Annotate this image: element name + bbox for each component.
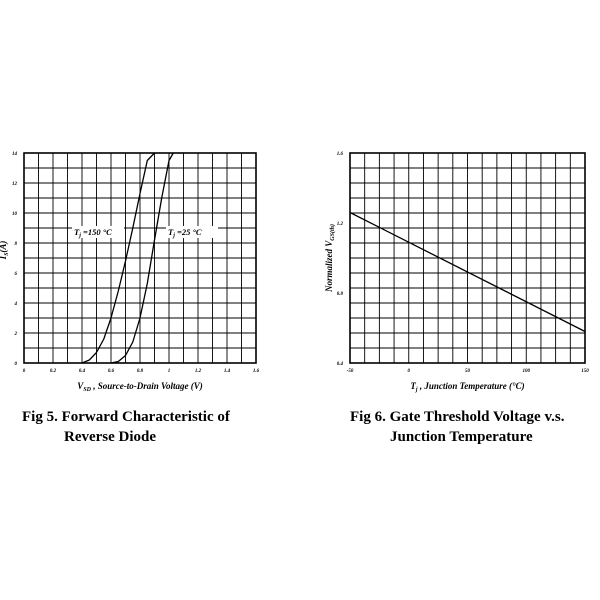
x-tick-label: 1.6 <box>253 369 260 374</box>
grid-lines <box>350 153 585 363</box>
fig5-caption-line2: Reverse Diode <box>64 429 157 445</box>
curve-label-1: Tj =25 °C <box>168 227 202 239</box>
x-tick-label: 1 <box>168 369 171 374</box>
y-axis-label: IS(A) <box>0 241 10 261</box>
x-tick-label: 0 <box>23 369 26 374</box>
fig6-caption-line1: Fig 6. Gate Threshold Voltage v.s. <box>350 409 565 425</box>
y-tick-label: 1.6 <box>337 152 344 157</box>
fig6-caption-line2: Junction Temperature <box>390 429 533 445</box>
y-tick-label: 1.2 <box>337 222 344 227</box>
x-tick-label: 1.4 <box>224 369 231 374</box>
x-tick-label: 0.2 <box>50 369 57 374</box>
plot-frame <box>349 152 586 364</box>
x-axis-label: Tj , Junction Temperature (°C) <box>410 381 524 393</box>
fig6-caption: Fig 6. Gate Threshold Voltage v.s. Junct… <box>350 407 595 447</box>
x-tick-label: -50 <box>347 369 354 374</box>
series-line-0 <box>81 152 155 364</box>
x-axis-label: VSD , Source-to-Drain Voltage (V) <box>77 381 202 393</box>
series-line-0 <box>349 211 586 333</box>
y-tick-label: 10 <box>12 212 18 217</box>
y-tick-label: 6 <box>15 272 18 277</box>
curve-label-background <box>72 226 124 238</box>
x-tick-label: 100 <box>523 369 531 374</box>
x-tick-label: 0.8 <box>137 369 144 374</box>
forward-characteristic-chart: 0 0.2 0.4 0.6 0.8 1 1.2 1.4 1.6 0 2 4 6 8 10 12 14 VSD , … <box>0 152 260 393</box>
x-tick-label: 150 <box>581 369 589 374</box>
y-tick-label: 2 <box>14 332 18 337</box>
grid-lines <box>24 153 256 363</box>
x-tick-label: 0.4 <box>79 369 86 374</box>
y-axis-label: Normalized VGS(th) <box>324 224 336 293</box>
x-tick-label: 0.6 <box>108 369 115 374</box>
curve-label-background <box>166 226 218 238</box>
curve-label-0: Tj =150 °C <box>74 227 112 239</box>
plot-frame <box>23 152 257 364</box>
x-tick-label: 0 <box>408 369 411 374</box>
x-tick-label: 1.2 <box>195 369 202 374</box>
x-tick-label: 50 <box>465 369 471 374</box>
fig5-caption-line1: Fig 5. Forward Characteristic of <box>22 409 230 425</box>
gate-threshold-chart: -50 0 50 100 150 0.4 0.8 1.2 1.6 Tj , Junction Te… <box>324 152 589 393</box>
fig5-caption: Fig 5. Forward Characteristic of Reverse… <box>22 407 272 447</box>
y-tick-label: 0.4 <box>337 362 344 367</box>
y-tick-label: 14 <box>12 152 18 157</box>
y-tick-label: 8 <box>15 242 18 247</box>
y-tick-label: 0 <box>15 362 18 367</box>
series-line-1 <box>110 152 174 364</box>
y-tick-label: 0.8 <box>337 292 344 297</box>
y-tick-label: 12 <box>12 182 18 187</box>
y-tick-label: 4 <box>14 302 18 307</box>
